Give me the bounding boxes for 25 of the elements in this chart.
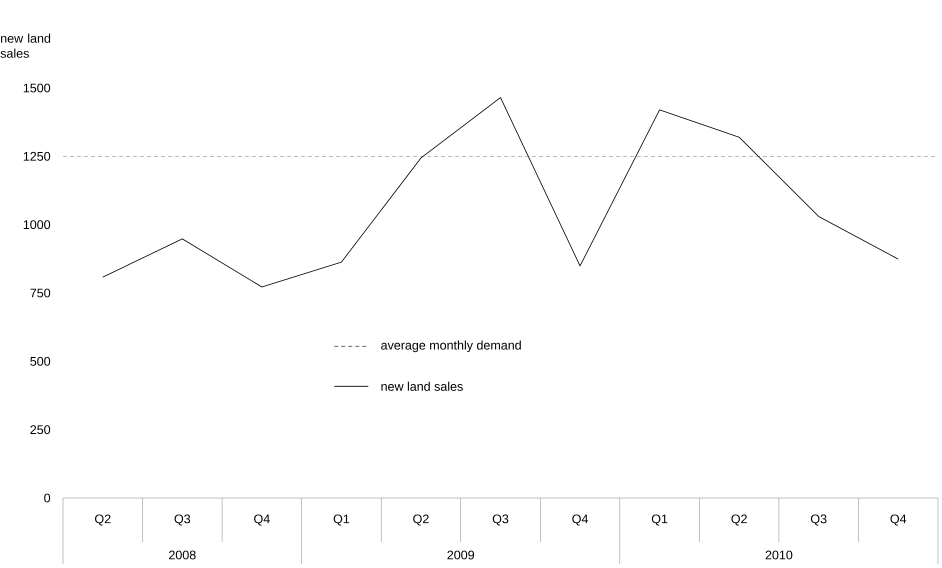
text: 2008 xyxy=(169,550,196,560)
x-tick-label: Q2 xyxy=(413,514,429,526)
x-tick-label: Q1 xyxy=(652,514,668,526)
x-tick-label: Q2 xyxy=(731,514,747,526)
x-tick-label: Q4 xyxy=(254,514,270,526)
x-tick-label: Q1 xyxy=(334,514,350,526)
y-tick-label: 0 xyxy=(44,494,50,502)
legend-label: new land sales xyxy=(381,382,463,391)
y-tick-label: 500 xyxy=(30,356,50,366)
y-axis-title: new land sales xyxy=(0,34,50,58)
x-tick-label: Q3 xyxy=(810,514,826,526)
x-tick-label: Q4 xyxy=(890,514,906,526)
y-tick-label: 1500 xyxy=(24,84,50,92)
y-tick-label: 1250 xyxy=(24,152,50,161)
line-series xyxy=(102,97,899,288)
y-tick-label: 1000 xyxy=(24,220,50,230)
text: 2010 xyxy=(766,550,792,560)
text: 2009 xyxy=(447,550,474,560)
legend-label: average monthly demand xyxy=(381,340,521,352)
x-tick-label: Q3 xyxy=(492,514,508,526)
x-tick-label: Q2 xyxy=(95,514,110,526)
x-tick-label: Q3 xyxy=(174,514,190,526)
x-tick-label: Q4 xyxy=(572,514,588,526)
y-tick-label: 250 xyxy=(30,425,50,434)
y-tick-label: 750 xyxy=(30,288,50,298)
